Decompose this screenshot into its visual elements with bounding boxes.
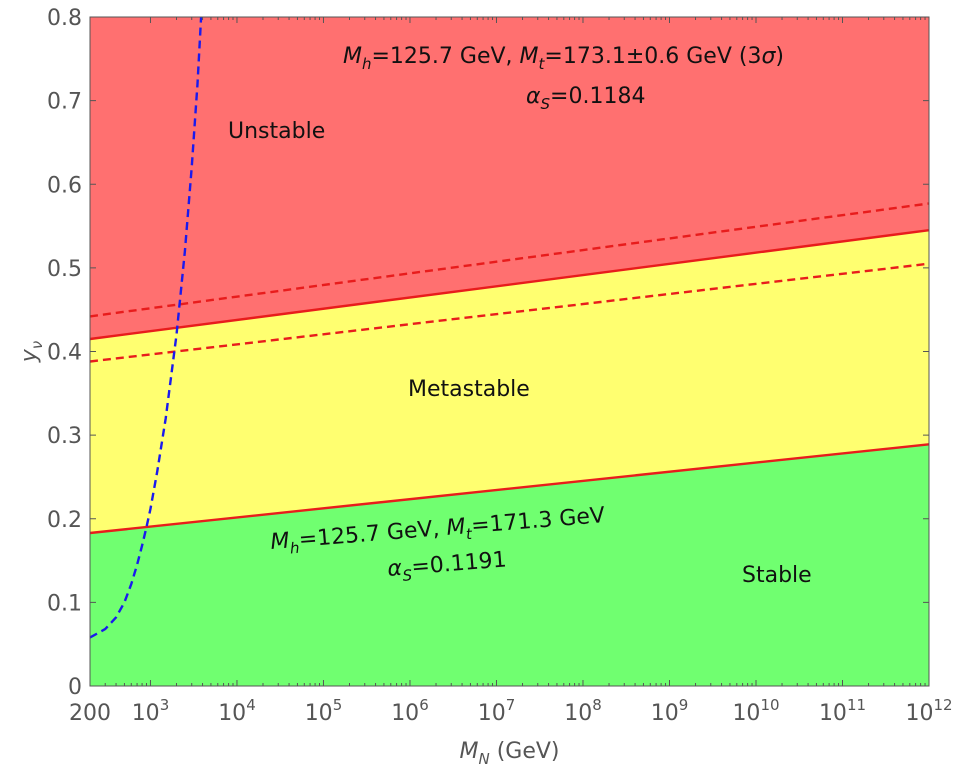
y-tick-label: 0 bbox=[68, 675, 82, 700]
phase-regions bbox=[90, 17, 929, 686]
annotation-lower-alpha: αS=0.1191 bbox=[386, 547, 507, 585]
x-tick-label: 104 bbox=[218, 696, 256, 726]
x-tick-label: 106 bbox=[391, 696, 429, 726]
unstable-label: Unstable bbox=[228, 119, 325, 144]
y-tick-label: 0.1 bbox=[47, 591, 82, 616]
boundary-curves bbox=[89, 16, 930, 639]
x-tick-label: 107 bbox=[478, 696, 516, 726]
metastable-label: Metastable bbox=[408, 377, 530, 402]
unstable-region bbox=[90, 17, 929, 339]
x-tick-label: 1011 bbox=[819, 696, 866, 726]
x-axis-title: MN (GeV) bbox=[459, 739, 559, 768]
upper-dashed-boundary-line bbox=[89, 202, 930, 318]
stable-label: Stable bbox=[742, 563, 812, 588]
x-tick-label: 108 bbox=[564, 696, 602, 726]
region-labels: Unstable Metastable Stable bbox=[228, 119, 812, 588]
x-tick-label: 200 bbox=[69, 701, 111, 726]
annotation-upper-alpha: αS=0.1184 bbox=[526, 84, 645, 113]
x-axis-ticks: 200 103 104 105 106 107 108 109 1010 1011 1012 bbox=[69, 17, 953, 726]
y-axis-ticks: 0 0.1 0.2 0.3 0.4 0.5 0.6 0.7 0.8 bbox=[47, 6, 929, 700]
x-tick-label: 1010 bbox=[732, 696, 779, 726]
annotation-upper-params: Mh=125.7 GeV, Mt=173.1±0.6 GeV (3σ) bbox=[343, 44, 784, 73]
y-tick-label: 0.5 bbox=[47, 257, 82, 282]
y-tick-label: 0.8 bbox=[47, 6, 82, 31]
stable-region bbox=[90, 444, 929, 686]
y-tick-label: 0.2 bbox=[47, 508, 82, 533]
metastable-region bbox=[90, 230, 929, 533]
x-tick-label: 103 bbox=[132, 696, 170, 726]
y-tick-label: 0.3 bbox=[47, 424, 82, 449]
stable-boundary-line bbox=[89, 443, 930, 535]
x-tick-label: 1012 bbox=[905, 696, 952, 726]
y-tick-label: 0.4 bbox=[47, 341, 82, 366]
unstable-boundary-line bbox=[89, 229, 930, 341]
y-tick-label: 0.7 bbox=[47, 90, 82, 115]
x-tick-label: 109 bbox=[651, 696, 689, 726]
y-axis-title: yν bbox=[17, 341, 46, 363]
blue-dashed-curve bbox=[89, 16, 203, 639]
y-tick-label: 0.6 bbox=[47, 173, 82, 198]
lower-dashed-boundary-line bbox=[89, 262, 930, 363]
x-tick-label: 105 bbox=[305, 696, 343, 726]
